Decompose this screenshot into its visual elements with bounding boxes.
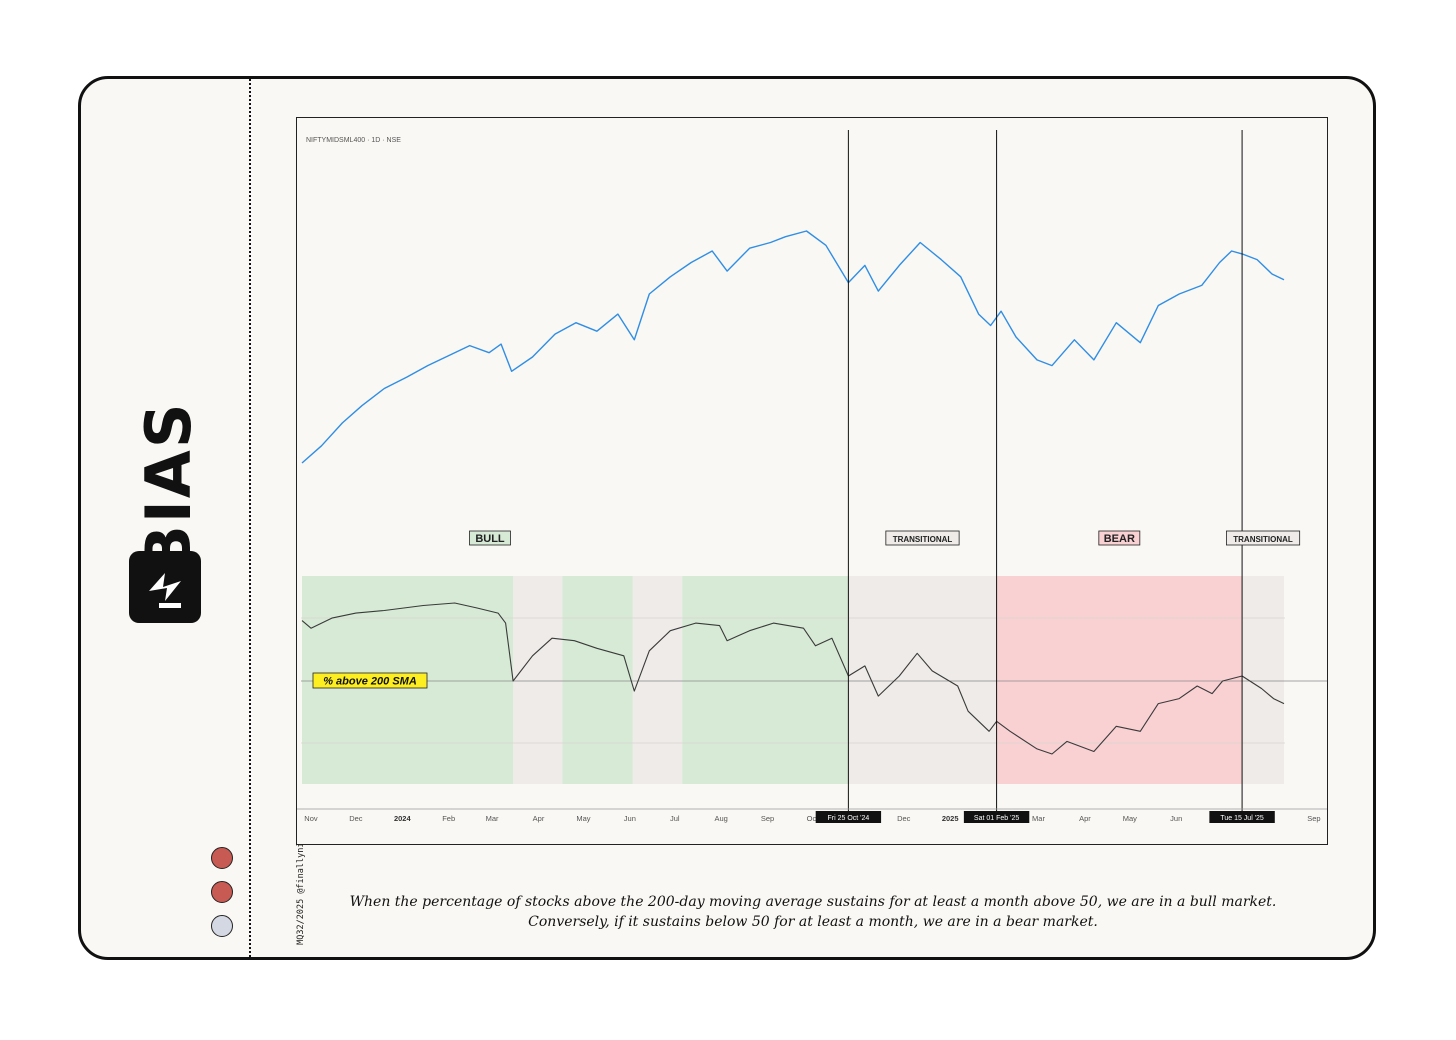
marker-date-box-2 — [1209, 811, 1275, 823]
brand: BIAS — [127, 402, 207, 629]
red-dot-2 — [211, 881, 233, 903]
x-tick-label-7: Jun — [624, 814, 636, 823]
x-tick-label-6: May — [576, 814, 590, 823]
price-line — [301, 230, 1285, 464]
breadth-band-1 — [513, 576, 563, 784]
threshold-badge-box — [312, 672, 428, 689]
breadth-line — [301, 602, 1285, 755]
regime-label-box-0 — [469, 530, 511, 546]
x-tick-label-16: May — [1123, 814, 1137, 823]
breadth-band-4 — [682, 576, 849, 784]
regime-label-1: TRANSITIONAL — [885, 530, 960, 546]
regime-label-text-0: BULL — [475, 533, 505, 545]
x-tick-label-1: Dec — [349, 814, 363, 823]
breadth-band-6 — [996, 576, 1243, 784]
x-tick-label-11: Oct — [807, 814, 820, 823]
breadth-band-2 — [562, 576, 633, 784]
x-tick-label-13: 2025 — [942, 814, 959, 823]
x-tick-label-0: Nov — [304, 814, 318, 823]
x-tick-label-9: Aug — [714, 814, 727, 823]
x-tick-label-19: Sep — [1307, 814, 1320, 823]
marker-date-box-0 — [815, 811, 882, 823]
chart: NIFTYMIDSML400 · 1D · NSE % above 200 SMA… — [297, 130, 1327, 823]
x-tick-label-10: Sep — [761, 814, 774, 823]
regime-label-2: BEAR — [1098, 530, 1141, 546]
marker-date-label-0: Fri 25 Oct '24 — [827, 815, 869, 822]
chart-frame: NIFTYMIDSML400 · 1D · NSE % above 200 SMA… — [296, 117, 1328, 845]
marker-date-label-1: Sat 01 Feb '25 — [974, 815, 1019, 822]
x-tick-label-4: Mar — [486, 814, 499, 823]
breadth-band-5 — [848, 576, 997, 784]
x-tick-label-5: Apr — [533, 814, 545, 823]
regime-label-3: TRANSITIONAL — [1226, 530, 1301, 546]
threshold-badge: % above 200 SMA — [312, 672, 428, 689]
regime-label-0: BULL — [469, 530, 511, 546]
x-tick-label-17: Jun — [1170, 814, 1182, 823]
bias-logo-icon — [129, 551, 201, 623]
x-tick-label-12: Dec — [897, 814, 911, 823]
breadth-band-3 — [632, 576, 683, 784]
regime-label-text-1: TRANSITIONAL — [893, 535, 953, 544]
caption: When the percentage of stocks above the … — [349, 894, 1277, 930]
x-tick-label-15: Apr — [1079, 814, 1091, 823]
threshold-badge-label: % above 200 SMA — [323, 676, 417, 688]
marker-date-label-2: Tue 15 Jul '25 — [1220, 815, 1264, 822]
x-tick-label-8: Jul — [670, 814, 680, 823]
x-tick-label-14: Mar — [1032, 814, 1045, 823]
marker-date-box-1 — [963, 811, 1030, 823]
regime-label-text-2: BEAR — [1104, 533, 1135, 545]
brand-wordmark: BIAS — [132, 401, 205, 573]
regime-label-box-1 — [885, 530, 960, 546]
red-dot-1 — [211, 847, 233, 869]
grey-dot — [211, 915, 233, 937]
x-tick-label-2: 2024 — [394, 814, 412, 823]
regime-label-text-3: TRANSITIONAL — [1233, 535, 1293, 544]
regime-label-box-3 — [1226, 530, 1301, 546]
dotted-divider — [249, 79, 251, 957]
regime-label-box-2 — [1098, 530, 1141, 546]
x-tick-label-3: Feb — [442, 814, 455, 823]
symbol-label: NIFTYMIDSML400 · 1D · NSE — [306, 137, 401, 144]
